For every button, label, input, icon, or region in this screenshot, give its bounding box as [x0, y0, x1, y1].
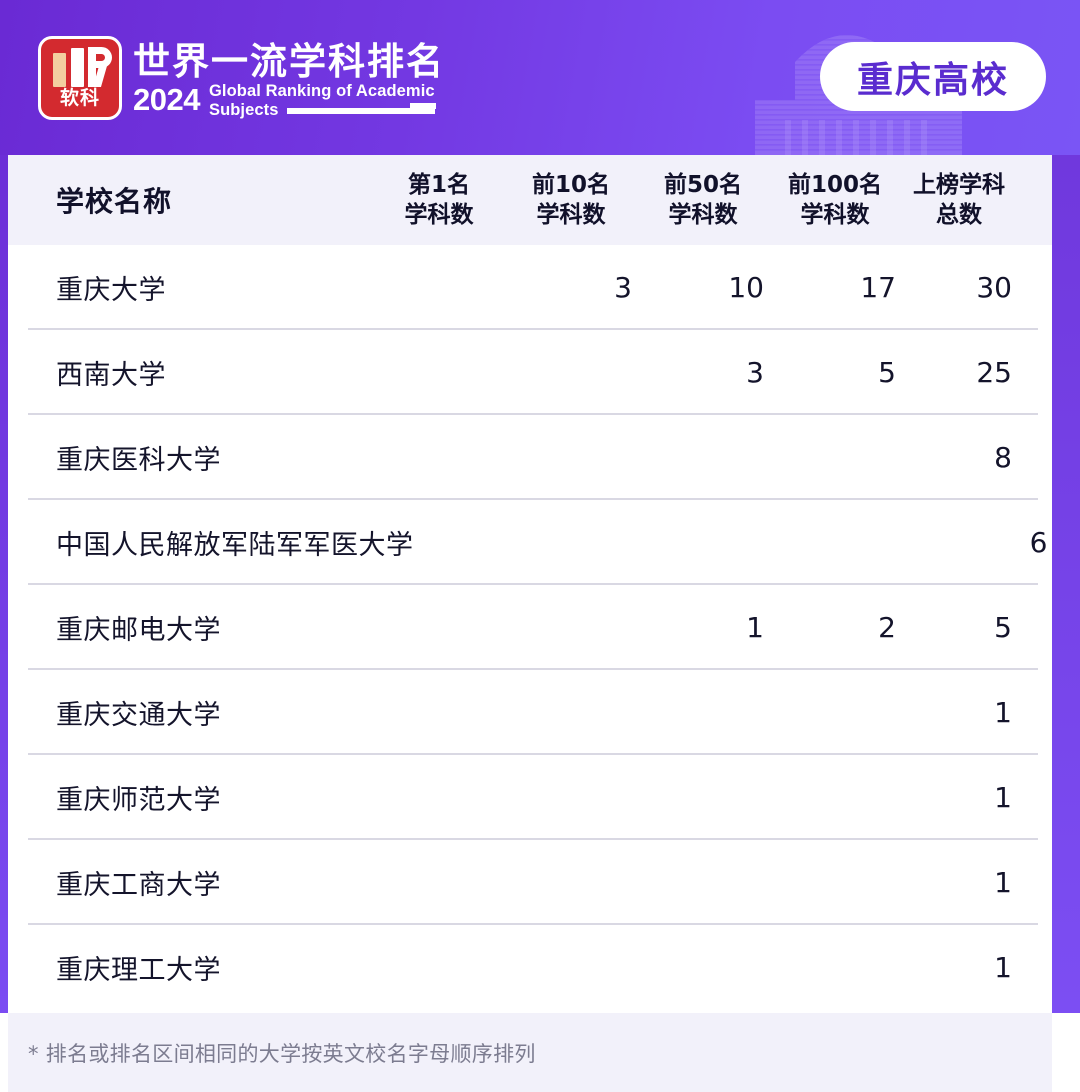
cell-total: 1: [906, 696, 1042, 729]
table-row[interactable]: 重庆交通大学 1: [8, 670, 1052, 755]
cell-total: 1: [906, 866, 1042, 899]
right-purple-edge: [1052, 155, 1080, 1013]
table-row[interactable]: 重庆工商大学 1: [8, 840, 1052, 925]
value-total: 1: [994, 696, 1012, 729]
university-name-cell: 重庆工商大学: [8, 863, 378, 902]
value-total: 6: [1029, 526, 1048, 559]
table-row[interactable]: 重庆理工大学 1: [8, 925, 1052, 1010]
banner-title-cn: 世界一流学科排名: [133, 40, 445, 83]
university-name: 重庆邮电大学: [56, 615, 221, 646]
cell-top10: 3: [510, 271, 642, 304]
university-name-cell: 重庆理工大学: [8, 948, 378, 987]
cell-total: 6: [942, 526, 1078, 559]
left-purple-edge: [0, 155, 8, 1013]
cell-total: 1: [906, 951, 1042, 984]
cell-top50: 10: [642, 271, 774, 304]
university-name: 重庆理工大学: [56, 955, 221, 986]
value-top50: 1: [746, 611, 764, 644]
logo-brand-text: 软科: [59, 87, 100, 109]
region-badge[interactable]: 重庆高校: [819, 42, 1046, 111]
table-footnote: * 排名或排名区间相同的大学按英文校名字母顺序排列: [8, 1013, 1052, 1092]
value-top100: 2: [878, 611, 896, 644]
column-header-top10: 前10名 学科数: [531, 172, 610, 228]
table-row[interactable]: 重庆邮电大学 1 2 5: [8, 585, 1052, 670]
banner-year: 2024: [133, 82, 200, 117]
university-name: 西南大学: [56, 360, 166, 391]
university-name-cell: 重庆医科大学: [8, 438, 378, 477]
value-top100: 5: [878, 356, 896, 389]
logo-bar-2: [71, 48, 84, 87]
footnote-text: * 排名或排名区间相同的大学按英文校名字母顺序排列: [28, 1041, 536, 1066]
university-name: 中国人民解放军陆军军医大学: [56, 530, 414, 561]
wordmark-rule-short: [409, 103, 436, 109]
column-header-rank1: 第1名 学科数: [404, 172, 474, 228]
column-header-top50: 前50名 学科数: [663, 172, 742, 228]
university-name-cell: 重庆大学: [8, 268, 378, 307]
wordmark-rule-long: [286, 107, 435, 114]
table-body: 重庆大学 3 10 17 30 西南大学 3 5 25 重庆医科大学 8 中国人民解放军陆军军医大学 6…: [8, 245, 1052, 1010]
value-total: 1: [994, 951, 1012, 984]
cell-total: 8: [906, 441, 1042, 474]
cell-top100: 17: [774, 271, 906, 304]
university-name: 重庆交通大学: [56, 700, 221, 731]
logo-bar-1: [53, 53, 66, 87]
value-top50: 10: [728, 271, 764, 304]
cell-top100: 5: [774, 356, 906, 389]
table-row[interactable]: 重庆医科大学 8: [8, 415, 1052, 500]
value-total: 25: [976, 356, 1012, 389]
table-row[interactable]: 重庆师范大学 1: [8, 755, 1052, 840]
table-row[interactable]: 重庆大学 3 10 17 30: [8, 245, 1052, 330]
value-total: 1: [994, 866, 1012, 899]
cell-top100: 2: [774, 611, 906, 644]
university-name: 重庆医科大学: [56, 445, 221, 476]
region-badge-label: 重庆高校: [856, 59, 1009, 101]
table-row[interactable]: 西南大学 3 5 25: [8, 330, 1052, 415]
cell-total: 30: [906, 271, 1042, 304]
value-total: 1: [994, 781, 1012, 814]
banner-title-en-line1: Global Ranking of Academic: [208, 82, 435, 100]
table-header-row: 学校名称 第1名 学科数 前10名 学科数 前50名 学科数: [8, 155, 1052, 245]
university-name-cell: 中国人民解放军陆军军医大学: [8, 523, 414, 562]
value-top100: 17: [860, 271, 896, 304]
university-name-cell: 重庆师范大学: [8, 778, 378, 817]
value-total: 30: [976, 271, 1012, 304]
table-row[interactable]: 中国人民解放军陆军军医大学 6: [8, 500, 1052, 585]
cell-total: 5: [906, 611, 1042, 644]
value-top50: 3: [746, 356, 764, 389]
page-header-banner: 软科 世界一流学科排名 2024 Global Ranking of Acade…: [0, 0, 1080, 155]
shanghairanking-logo-icon: 软科: [38, 36, 122, 120]
banner-wordmark: 世界一流学科排名 2024 Global Ranking of Academic…: [133, 42, 445, 119]
ranking-table: 学校名称 第1名 学科数 前10名 学科数 前50名 学科数: [8, 155, 1052, 1013]
university-name-cell: 重庆邮电大学: [8, 608, 378, 647]
cell-top50: 1: [642, 611, 774, 644]
university-name-cell: 西南大学: [8, 353, 378, 392]
university-name: 重庆师范大学: [56, 785, 221, 816]
value-top10: 3: [614, 271, 632, 304]
logo-letter-r-icon: [88, 47, 112, 87]
cell-total: 25: [906, 356, 1042, 389]
banner-title-en-line2: Subjects: [208, 101, 279, 119]
column-header-total: 上榜学科 总数: [913, 172, 1005, 228]
cell-total: 1: [906, 781, 1042, 814]
value-total: 8: [994, 441, 1012, 474]
value-total: 5: [994, 611, 1012, 644]
column-header-top100: 前100名 学科数: [787, 172, 882, 228]
university-name: 重庆工商大学: [56, 870, 221, 901]
university-name-cell: 重庆交通大学: [8, 693, 378, 732]
university-name: 重庆大学: [56, 275, 166, 306]
column-header-name: 学校名称: [56, 185, 173, 218]
cell-top50: 3: [642, 356, 774, 389]
